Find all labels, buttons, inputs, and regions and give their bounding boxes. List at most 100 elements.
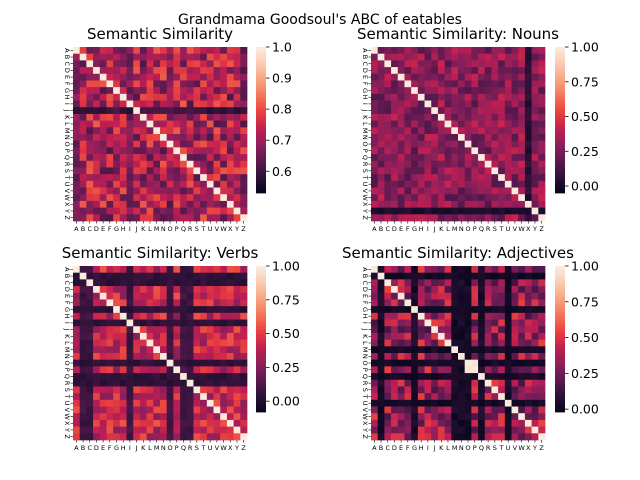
heatmap-cell xyxy=(220,93,228,101)
heatmap-cell xyxy=(491,87,499,95)
heatmap-cell xyxy=(437,279,445,287)
heatmap-cell xyxy=(371,266,379,274)
heatmap-cell xyxy=(504,107,512,115)
heatmap-cell xyxy=(484,174,492,182)
heatmap-cell xyxy=(166,127,174,135)
heatmap-cell xyxy=(478,373,486,381)
heatmap-cell xyxy=(220,306,228,314)
heatmap-cell xyxy=(146,433,154,441)
heatmap-cell xyxy=(186,393,194,401)
heatmap-cell xyxy=(458,299,466,307)
heatmap-cell xyxy=(458,200,466,208)
heatmap-cell xyxy=(518,379,526,387)
heatmap-cell xyxy=(93,100,101,108)
heatmap-cell xyxy=(464,299,472,307)
heatmap-cell xyxy=(504,306,512,314)
colorbar-segment xyxy=(256,171,266,174)
heatmap-cell xyxy=(444,306,452,314)
heatmap-cell xyxy=(518,194,526,202)
heatmap-cell xyxy=(531,187,539,195)
heatmap-cell xyxy=(126,266,134,274)
heatmap-cell xyxy=(180,53,188,61)
heatmap-cell xyxy=(173,279,181,287)
heatmap-cell xyxy=(213,306,221,314)
heatmap-cell xyxy=(160,67,168,75)
heatmap-cell xyxy=(133,174,141,182)
heatmap-cell xyxy=(371,207,379,215)
heatmap-cell xyxy=(538,187,546,195)
heatmap-cell xyxy=(99,194,107,202)
heatmap-cell xyxy=(464,60,472,68)
heatmap-cell xyxy=(139,187,147,195)
heatmap-cell xyxy=(384,93,392,101)
colorbar-segment xyxy=(555,304,565,308)
heatmap-cell xyxy=(491,134,499,142)
heatmap-cell xyxy=(518,319,526,327)
heatmap-cell xyxy=(213,359,221,367)
heatmap-cell xyxy=(153,174,161,182)
x-tick-label: U xyxy=(208,444,213,452)
heatmap-cell xyxy=(397,47,405,55)
colorbar-segment xyxy=(256,287,266,291)
heatmap-cell xyxy=(431,120,439,128)
heatmap-cell xyxy=(146,386,154,394)
heatmap-cell xyxy=(133,93,141,101)
heatmap-cell xyxy=(79,386,87,394)
colorbar-segment xyxy=(555,402,565,406)
heatmap-cell xyxy=(431,47,439,55)
heatmap-cell xyxy=(99,346,107,354)
heatmap-cell xyxy=(173,113,181,121)
heatmap-cell xyxy=(86,413,94,421)
heatmap-cell xyxy=(511,67,519,75)
heatmap-cell xyxy=(206,180,214,188)
heatmap-cell xyxy=(424,373,432,381)
heatmap-cell xyxy=(451,100,459,108)
heatmap-cell xyxy=(397,147,405,155)
heatmap-cell xyxy=(173,167,181,175)
heatmap-cell xyxy=(437,299,445,307)
heatmap-cell xyxy=(371,47,379,55)
heatmap-cell xyxy=(531,87,539,95)
y-tick-label: G xyxy=(361,307,369,312)
heatmap-cell xyxy=(444,107,452,115)
heatmap-cell xyxy=(397,406,405,414)
colorbar-segment xyxy=(555,100,565,104)
heatmap-cell xyxy=(491,279,499,287)
heatmap-cell xyxy=(126,433,134,441)
heatmap-cell xyxy=(424,47,432,55)
heatmap-cell xyxy=(93,339,101,347)
heatmap-cell xyxy=(146,353,154,361)
heatmap-cell xyxy=(73,80,81,88)
heatmap-cell xyxy=(518,312,526,320)
heatmap-cell xyxy=(113,167,121,175)
heatmap-cell xyxy=(233,80,241,88)
heatmap-cell xyxy=(491,67,499,75)
heatmap-cell xyxy=(106,120,114,128)
heatmap-cell xyxy=(79,312,87,320)
heatmap-cell xyxy=(444,292,452,300)
heatmap-cell xyxy=(166,286,174,294)
heatmap-cell xyxy=(226,120,234,128)
heatmap-cell xyxy=(86,140,94,148)
heatmap-cell xyxy=(79,120,87,128)
heatmap-cell xyxy=(73,366,81,374)
heatmap-cell xyxy=(464,419,472,427)
heatmap-cell xyxy=(518,306,526,314)
heatmap-cell xyxy=(484,60,492,68)
heatmap-cell xyxy=(411,160,419,168)
heatmap-cell xyxy=(160,332,168,340)
heatmap-cell xyxy=(233,113,241,121)
heatmap-cell xyxy=(444,353,452,361)
heatmap-cell xyxy=(538,266,546,274)
x-tick-label: O xyxy=(465,444,470,452)
heatmap-cell xyxy=(451,167,459,175)
heatmap-cell xyxy=(484,107,492,115)
heatmap-cell xyxy=(93,167,101,175)
heatmap-cell xyxy=(411,60,419,68)
heatmap-cell xyxy=(186,200,194,208)
heatmap-cell xyxy=(206,266,214,274)
heatmap-cell xyxy=(79,214,87,222)
heatmap-cell xyxy=(200,107,208,115)
heatmap-cell xyxy=(491,174,499,182)
heatmap-cell xyxy=(79,134,87,142)
